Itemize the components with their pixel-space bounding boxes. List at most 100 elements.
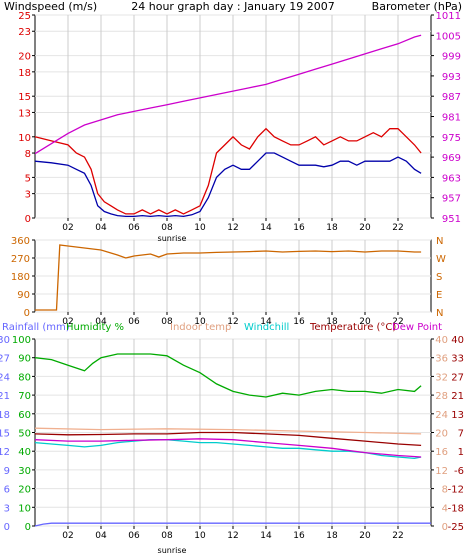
dewpoint-line [34, 438, 422, 458]
panel-wind-series [34, 34, 422, 218]
direction-x-tick-label: 06 [128, 317, 140, 327]
temperature-y-tick-label: 13 [451, 410, 464, 421]
barometer-y-tick-label-right: 1005 [436, 31, 461, 42]
windspeed-line [34, 127, 422, 215]
direction-y-tick-label: 360 [11, 236, 30, 247]
barometer-y-tick-label-right: 987 [442, 92, 461, 103]
temperature-y-tick-label: 7 [458, 429, 464, 440]
rainfall-line [34, 522, 431, 527]
compass-label: S [436, 272, 442, 283]
direction-x-tick-label: 10 [194, 317, 206, 327]
direction-x-tick-label: 16 [293, 317, 305, 327]
chart-title: 24 hour graph day : January 19 2007 [131, 0, 335, 13]
wind-x-tick-label: 12 [227, 223, 238, 233]
temperature-y-tick-label: -18 [448, 503, 464, 514]
temperature-y-tick-label: 27 [451, 372, 464, 383]
compass-label: N [436, 308, 443, 319]
indoor-temp-y-tick-label: 36 [435, 354, 448, 365]
rainfall-y-tick-label: 30 [0, 335, 10, 346]
indoor-temp-y-tick-label: 12 [435, 466, 448, 477]
sunrise-label-climate: sunrise [158, 546, 187, 555]
direction-x-tick-label: 12 [227, 317, 238, 327]
wind-x-tick-label: 10 [194, 223, 206, 233]
barometer-y-tick-label-right: 999 [442, 52, 461, 63]
barometer-y-tick-label-right: 969 [442, 153, 461, 164]
direction-y-tick-label: 0 [24, 308, 30, 319]
humidity-y-tick-label: 50 [18, 429, 31, 440]
wind-y-tick-label: 25 [18, 11, 31, 22]
direction-x-tick-label: 14 [260, 317, 272, 327]
humidity-y-tick-label: 100 [12, 335, 31, 346]
humidity-line [34, 353, 422, 398]
climate-x-tick-label: 18 [326, 531, 338, 541]
compass-label: N [436, 236, 443, 247]
indoor-temp-y-tick-label: 20 [435, 429, 448, 440]
climate-x-tick-label: 12 [227, 531, 238, 541]
barometer-y-tick-label-right: 993 [442, 72, 461, 83]
humidity-axis-title: Humidity % [66, 322, 124, 333]
direction-y-tick-label: 270 [11, 254, 30, 265]
indoor-temp-y-tick-label: 8 [442, 485, 448, 496]
direction-x-tick-label: 18 [326, 317, 338, 327]
humidity-y-tick-label: 20 [18, 485, 31, 496]
humidity-y-tick-label: 10 [18, 503, 31, 514]
rainfall-y-tick-label: 18 [0, 410, 10, 421]
wind-y-tick-label: 8 [25, 149, 31, 160]
climate-x-tick-label: 02 [62, 531, 73, 541]
indoor-temp-line [34, 427, 422, 435]
humidity-y-tick-label: 60 [18, 410, 31, 421]
rainfall-y-tick-label: 24 [0, 372, 10, 383]
rainfall-y-tick-label: 9 [4, 466, 10, 477]
humidity-y-tick-label: 40 [18, 447, 31, 458]
climate-x-tick-label: 20 [359, 531, 371, 541]
indoor-temp-y-tick-label: 4 [442, 503, 448, 514]
direction-x-tick-label: 20 [359, 317, 371, 327]
rainfall-y-tick-label: 21 [0, 391, 10, 402]
climate-x-tick-label: 16 [293, 531, 305, 541]
wind-y-tick-label: 3 [25, 190, 31, 201]
wind-x-tick-label: 14 [260, 223, 272, 233]
humidity-y-tick-label: 70 [18, 391, 31, 402]
climate-x-tick-label: 22 [392, 531, 403, 541]
barometer-y-tick-label-right: 1011 [436, 11, 461, 22]
compass-label: W [436, 254, 446, 265]
windchill-axis-title: Windchill [244, 322, 289, 333]
temperature-y-tick-label: 40 [451, 335, 464, 346]
wind-x-tick-label: 16 [293, 223, 305, 233]
direction-y-tick-label: 180 [11, 272, 30, 283]
rainfall-y-tick-label: 0 [4, 522, 10, 533]
climate-x-tick-label: 10 [194, 531, 206, 541]
rainfall-y-tick-label: 15 [0, 429, 10, 440]
temperature-line [34, 431, 422, 447]
wind-y-tick-label: 23 [18, 27, 31, 38]
temperature-y-tick-label: -12 [448, 485, 464, 496]
direction-y-tick-label: 90 [17, 290, 30, 301]
barometer-axis-title: Barometer (hPa) [372, 0, 462, 13]
wind-x-tick-label: 18 [326, 223, 338, 233]
temperature-y-tick-label: 33 [451, 354, 464, 365]
climate-x-tick-label: 14 [260, 531, 272, 541]
dewpoint-axis-title: Dew Point [392, 322, 442, 333]
wind-y-tick-label: 5 [25, 173, 31, 184]
barometer-y-tick-label-right: 963 [442, 173, 461, 184]
compass-label: E [436, 290, 442, 301]
rainfall-y-tick-label: 6 [4, 485, 10, 496]
direction-x-tick-label: 02 [62, 317, 73, 327]
panel-direction-grid [35, 239, 431, 313]
climate-x-tick-label: 04 [95, 531, 107, 541]
windchill-line [34, 439, 422, 460]
windspeed-axis-title: Windspeed (m/s) [4, 0, 97, 13]
wind-y-tick-label: 20 [18, 52, 31, 63]
barometer-line [34, 34, 422, 155]
temperature-y-tick-label: -6 [454, 466, 464, 477]
panel-wind-grid [35, 14, 431, 219]
panel-climate-series [34, 353, 431, 527]
wind-x-tick-label: 02 [62, 223, 73, 233]
rainfall-y-tick-label: 27 [0, 354, 10, 365]
indoor-temp-y-tick-label: 28 [435, 391, 448, 402]
wind-direction-line [35, 244, 422, 311]
wind-x-tick-label: 22 [392, 223, 403, 233]
temperature-y-tick-label: 21 [451, 391, 464, 402]
